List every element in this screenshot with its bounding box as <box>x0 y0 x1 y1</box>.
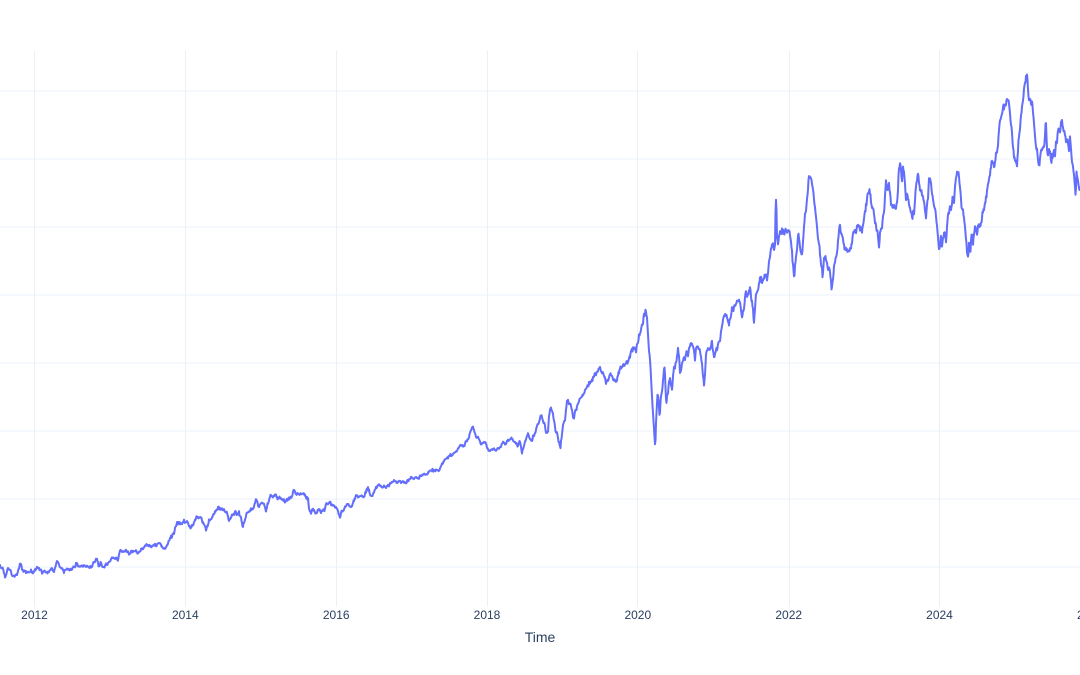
svg-text:2026: 2026 <box>1077 608 1080 622</box>
svg-text:2022: 2022 <box>775 608 802 622</box>
svg-text:2018: 2018 <box>474 608 501 622</box>
svg-text:2024: 2024 <box>926 608 953 622</box>
svg-text:2014: 2014 <box>172 608 199 622</box>
svg-text:Time: Time <box>525 629 556 645</box>
svg-text:2016: 2016 <box>323 608 350 622</box>
svg-text:2012: 2012 <box>21 608 48 622</box>
svg-text:2020: 2020 <box>624 608 651 622</box>
